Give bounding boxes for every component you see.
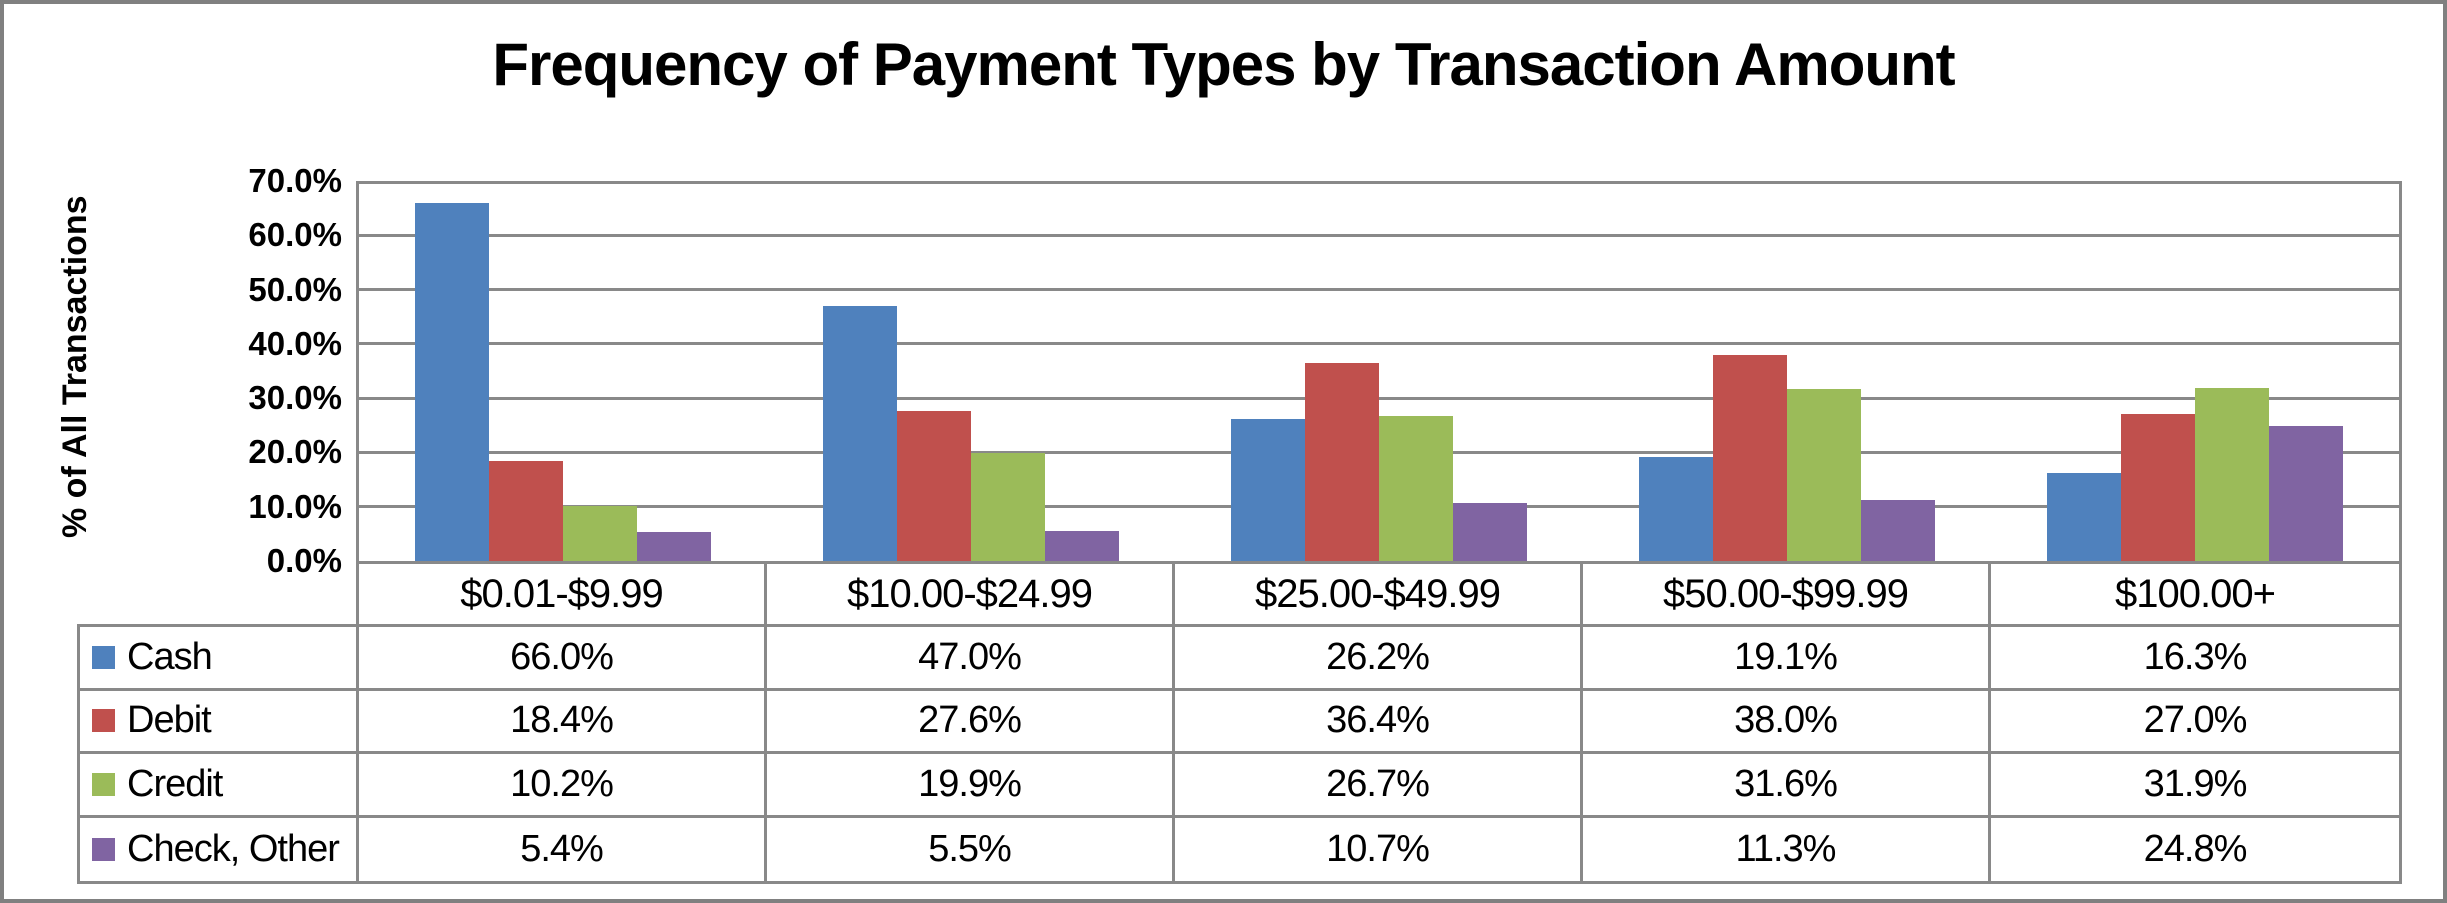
y-tick-label: 60.0% xyxy=(248,216,342,254)
bar-cash-4 xyxy=(2046,472,2121,561)
category-header-cell: $10.00-$24.99 xyxy=(767,564,1175,624)
value-cell-cash-4: 16.3% xyxy=(1991,627,2399,691)
data-table: Cash 66.0% 47.0% 26.2% 19.1% 16.3% Debit 18.4% 2… xyxy=(77,624,2402,884)
chart-title: Frequency of Payment Types by Transactio… xyxy=(492,31,1955,98)
credit-legend-swatch-icon xyxy=(92,772,115,796)
bar-credit-1 xyxy=(971,452,1046,561)
bar-check-other-0 xyxy=(637,531,712,561)
value-cell-check-other-4: 24.8% xyxy=(2143,827,2248,870)
y-tick-label: 10.0% xyxy=(248,487,342,525)
bar-cash-1 xyxy=(822,305,897,561)
category-header-cell: $0.01-$9.99 xyxy=(359,564,767,624)
legend-label: Cash xyxy=(127,635,213,678)
value-cell-check-other-1: 5.5% xyxy=(767,817,1175,881)
value-cell-credit-3: 31.6% xyxy=(1583,754,1991,818)
value-cell-cash-3: 19.1% xyxy=(1583,627,1991,691)
gridline xyxy=(359,396,2399,400)
value-cell-credit-4: 31.9% xyxy=(1991,754,2399,818)
bar-debit-3 xyxy=(1712,354,1787,561)
legend-cell-check-other: Check, Other xyxy=(80,817,359,881)
bar-cash-2 xyxy=(1230,418,1305,561)
y-tick-label: 50.0% xyxy=(248,270,342,308)
bar-check-other-2 xyxy=(1453,502,1528,561)
category-header-row: $0.01-$9.99 $10.00-$24.99 $25.00-$49.99 $50… xyxy=(356,561,2402,624)
value-cell-cash-1: 47.0% xyxy=(767,627,1175,691)
value-cell-cash-0: 66.0% xyxy=(359,627,767,691)
value-cell-debit-1: 27.6% xyxy=(767,690,1175,754)
y-tick-label: 70.0% xyxy=(248,162,342,199)
bar-debit-4 xyxy=(2120,414,2195,561)
y-tick-label: 40.0% xyxy=(248,324,342,362)
bar-credit-4 xyxy=(2195,387,2270,561)
bar-check-other-3 xyxy=(1861,499,1936,561)
legend-label: Debit xyxy=(127,699,212,742)
gridline xyxy=(359,288,2399,292)
debit-legend-swatch-icon xyxy=(92,709,115,733)
bar-debit-2 xyxy=(1304,363,1379,561)
bar-check-other-4 xyxy=(2269,426,2344,561)
gridline xyxy=(359,342,2399,346)
legend-cell-cash: Cash xyxy=(80,627,359,691)
value-cell-debit-2: 36.4% xyxy=(1175,690,1583,754)
category-header-cell: $50.00-$99.99 xyxy=(1583,564,1991,624)
value-cell-cash-2: 26.2% xyxy=(1175,627,1583,691)
check-other-legend-swatch-icon xyxy=(92,837,115,861)
value-cell-check-other-0: 5.4% xyxy=(359,817,767,881)
bar-check-other-1 xyxy=(1045,531,1120,561)
bar-credit-2 xyxy=(1379,416,1454,561)
value-cell-credit-1: 19.9% xyxy=(767,754,1175,818)
bar-credit-0 xyxy=(563,505,638,561)
y-tick-label: 0.0% xyxy=(266,542,342,579)
value-cell-check-other-3: 11.3% xyxy=(1583,817,1991,881)
y-tick-label: 20.0% xyxy=(248,433,342,471)
plot-area xyxy=(356,181,2402,561)
legend-cell-credit: Credit xyxy=(80,754,359,818)
cash-legend-swatch-icon xyxy=(92,645,115,669)
value-cell-debit-0: 18.4% xyxy=(359,690,767,754)
category-header-cell: $25.00-$49.99 xyxy=(1175,564,1583,624)
legend-cell-debit: Debit xyxy=(80,690,359,754)
value-cell-debit-3: 38.0% xyxy=(1583,690,1991,754)
bar-cash-0 xyxy=(414,202,489,561)
category-header-cell: $100.00+ xyxy=(2115,571,2276,616)
bar-cash-3 xyxy=(1638,457,1713,561)
bar-debit-0 xyxy=(488,461,563,561)
value-cell-credit-0: 10.2% xyxy=(359,754,767,818)
bar-credit-3 xyxy=(1787,389,1862,561)
legend-label: Credit xyxy=(127,762,223,805)
y-tick-label: 30.0% xyxy=(248,379,342,417)
value-cell-check-other-2: 10.7% xyxy=(1175,817,1583,881)
value-cell-debit-4: 27.0% xyxy=(1991,691,2399,754)
legend-label: Check, Other xyxy=(127,827,340,870)
value-cell-credit-2: 26.7% xyxy=(1175,754,1583,818)
gridline xyxy=(359,233,2399,237)
bar-debit-1 xyxy=(896,411,971,561)
